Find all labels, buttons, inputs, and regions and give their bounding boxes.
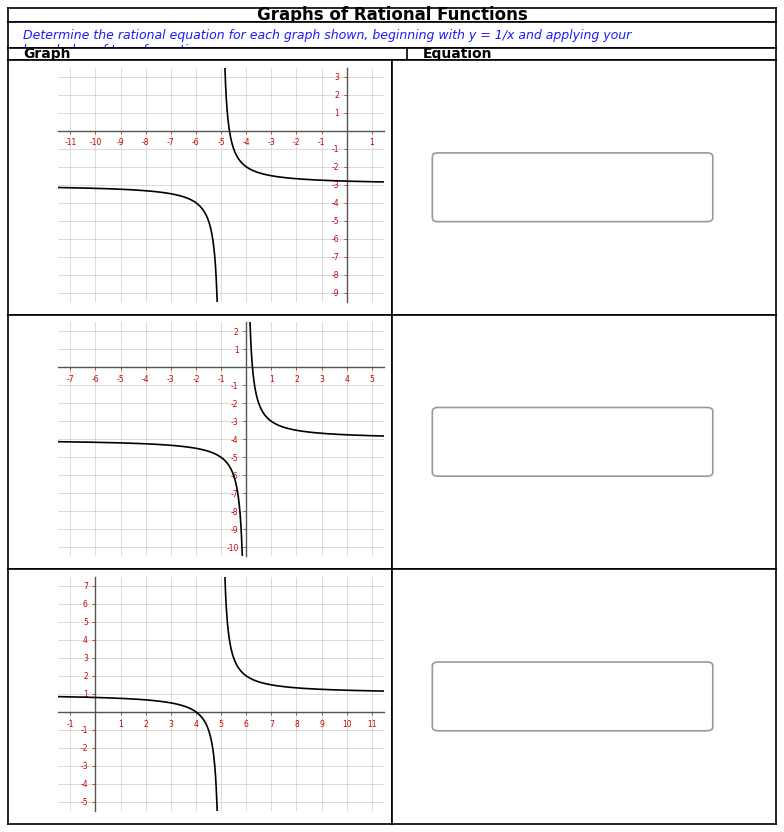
FancyBboxPatch shape [432,662,713,730]
FancyBboxPatch shape [432,153,713,221]
Text: Equation: Equation [423,47,492,61]
FancyBboxPatch shape [432,408,713,476]
Text: Graph: Graph [24,47,71,61]
Text: Determine the rational equation for each graph shown, beginning with y = 1/x and: Determine the rational equation for each… [24,29,631,57]
Text: Graphs of Rational Functions: Graphs of Rational Functions [256,7,528,24]
